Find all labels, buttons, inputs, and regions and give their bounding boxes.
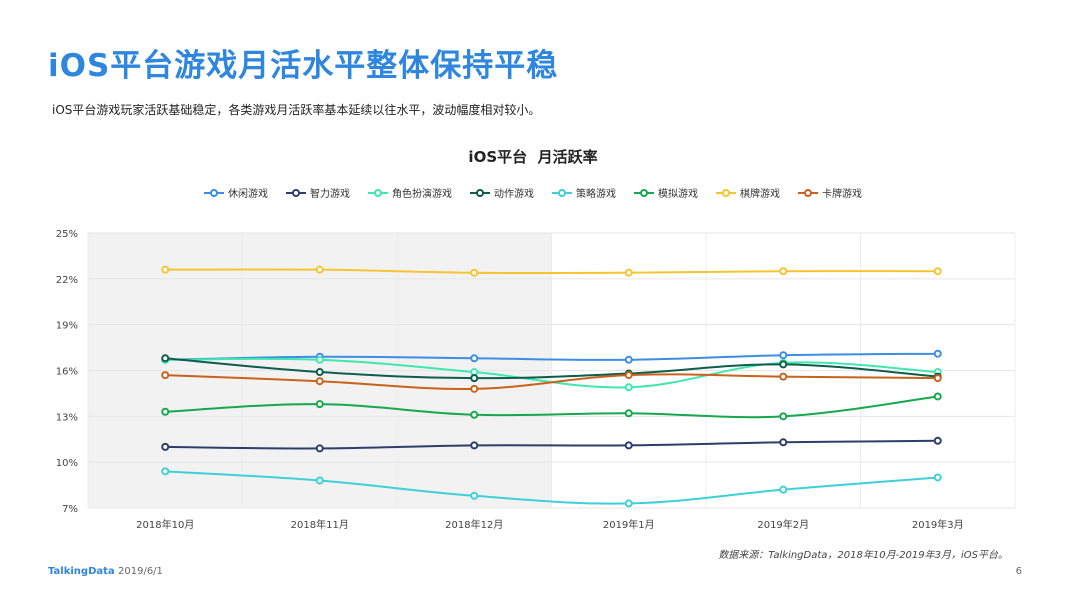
data-point xyxy=(779,412,788,421)
data-point xyxy=(933,436,942,445)
legend-swatch-icon xyxy=(716,188,736,197)
legend-swatch-icon xyxy=(552,188,572,197)
legend-swatch-icon xyxy=(286,188,306,197)
x-tick-label: 2018年12月 xyxy=(445,518,503,531)
legend-item: 动作游戏 xyxy=(470,185,534,200)
data-source-note: 数据来源：TalkingData，2018年10月-2019年3月，iOS平台。 xyxy=(718,550,1008,561)
series-line xyxy=(165,357,938,380)
x-tick-label: 2019年3月 xyxy=(912,518,964,531)
data-point xyxy=(470,410,479,419)
legend-item: 角色扮演游戏 xyxy=(368,185,452,200)
data-point xyxy=(315,400,324,409)
data-point xyxy=(470,268,479,277)
data-point xyxy=(624,355,633,364)
series-line xyxy=(165,395,938,419)
data-point xyxy=(315,265,324,274)
data-point xyxy=(779,438,788,447)
data-point xyxy=(933,349,942,358)
data-point xyxy=(779,267,788,276)
legend-item: 智力游戏 xyxy=(286,185,350,200)
data-point xyxy=(470,374,479,383)
legend-swatch-icon xyxy=(798,188,818,197)
data-point xyxy=(161,442,170,451)
legend-item: 休闲游戏 xyxy=(204,185,268,200)
legend-item: 策略游戏 xyxy=(552,185,616,200)
data-point xyxy=(161,354,170,363)
series-line xyxy=(165,373,938,390)
legend-swatch-icon xyxy=(470,188,490,197)
y-tick-label: 7% xyxy=(62,504,78,515)
data-point xyxy=(315,368,324,377)
legend-label: 智力游戏 xyxy=(310,189,350,200)
chart-title: iOS平台 月活跃率 xyxy=(468,148,598,166)
legend-swatch-icon xyxy=(204,188,224,197)
data-point xyxy=(624,371,633,380)
series-line xyxy=(165,352,938,361)
data-point xyxy=(933,473,942,482)
data-point xyxy=(315,444,324,453)
data-point xyxy=(779,485,788,494)
page-subtitle: iOS平台游戏玩家活跃基础稳定，各类游戏月活跃率基本延续以往水平，波动幅度相对较… xyxy=(52,103,541,117)
legend-swatch-icon xyxy=(634,188,654,197)
series-line xyxy=(165,470,938,505)
data-point xyxy=(779,351,788,360)
data-point xyxy=(470,354,479,363)
legend-label: 棋牌游戏 xyxy=(740,189,780,200)
data-point xyxy=(624,409,633,418)
x-tick-label: 2019年1月 xyxy=(603,518,655,531)
page-number: 6 xyxy=(1015,566,1022,577)
legend-swatch-icon xyxy=(368,188,388,197)
data-point xyxy=(624,441,633,450)
legend-label: 休闲游戏 xyxy=(228,189,268,200)
data-point xyxy=(779,360,788,369)
x-tick-label: 2019年2月 xyxy=(757,518,809,531)
x-tick-label: 2018年10月 xyxy=(136,518,194,531)
y-tick-label: 10% xyxy=(56,458,78,469)
data-point xyxy=(161,265,170,274)
data-point xyxy=(624,499,633,508)
data-point xyxy=(470,384,479,393)
data-point xyxy=(624,268,633,277)
legend-label: 角色扮演游戏 xyxy=(392,189,452,200)
chart-legend: 休闲游戏 智力游戏 角色扮演游戏 动作游戏 策略游戏 模拟游戏 棋牌游戏 卡牌游戏 xyxy=(0,185,1066,200)
series-line xyxy=(165,268,938,275)
legend-item: 卡牌游戏 xyxy=(798,185,862,200)
data-point xyxy=(933,267,942,276)
y-tick-label: 19% xyxy=(56,321,78,332)
y-tick-label: 13% xyxy=(56,412,78,423)
legend-item: 模拟游戏 xyxy=(634,185,698,200)
data-point xyxy=(470,491,479,500)
page-title: iOS平台游戏月活水平整体保持平稳 xyxy=(48,48,559,84)
y-tick-label: 25% xyxy=(56,229,78,240)
data-point xyxy=(470,441,479,450)
data-point xyxy=(470,368,479,377)
data-point xyxy=(161,371,170,380)
data-point xyxy=(315,355,324,364)
data-point xyxy=(315,476,324,485)
legend-label: 卡牌游戏 xyxy=(822,189,862,200)
data-point xyxy=(315,377,324,386)
legend-item: 棋牌游戏 xyxy=(716,185,780,200)
data-point xyxy=(624,383,633,392)
footer-date: 2019/6/1 xyxy=(118,566,163,577)
data-point xyxy=(933,392,942,401)
data-point xyxy=(933,374,942,383)
x-tick-label: 2018年11月 xyxy=(291,518,349,531)
y-tick-label: 22% xyxy=(56,275,78,286)
data-point xyxy=(161,467,170,476)
footer-brand-logo: TalkingData xyxy=(48,566,115,577)
legend-label: 模拟游戏 xyxy=(658,189,698,200)
series-line xyxy=(165,439,938,450)
data-point xyxy=(779,372,788,381)
legend-label: 动作游戏 xyxy=(494,189,534,200)
legend-label: 策略游戏 xyxy=(576,189,616,200)
y-tick-label: 16% xyxy=(56,367,78,378)
data-point xyxy=(161,407,170,416)
